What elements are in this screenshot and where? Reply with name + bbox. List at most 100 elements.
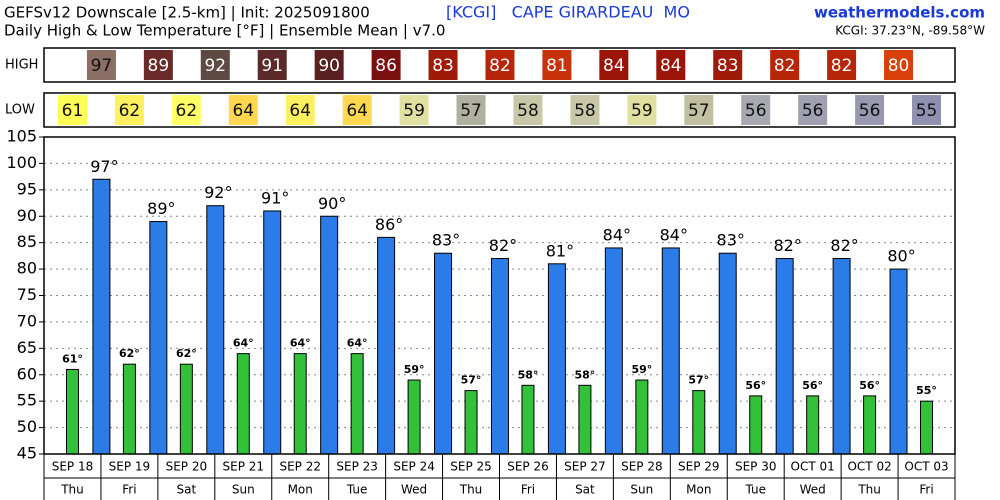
bar: [320, 215, 339, 455]
box-label: 82: [831, 56, 853, 76]
bar-label: 64°: [290, 337, 311, 350]
x-tick-label: SEP 22: [279, 460, 321, 474]
row-label: LOW: [5, 103, 35, 118]
x-tick-label: SEP 24: [393, 460, 435, 474]
day-label: Thu: [459, 483, 483, 497]
bar-label: 59°: [631, 363, 652, 376]
bar: [635, 379, 649, 455]
x-tick-label: SEP 19: [109, 460, 151, 474]
bar: [832, 258, 851, 455]
bar-label: 62°: [119, 347, 140, 360]
bar-label: 55°: [916, 384, 937, 397]
y-tick-label: 80: [17, 259, 37, 278]
bar: [604, 247, 623, 455]
value-box: [912, 95, 942, 125]
value-box: [599, 50, 629, 80]
value-box: [456, 95, 486, 125]
bar-label: 83°: [717, 231, 745, 250]
box-label: 58: [574, 101, 596, 121]
day-label: Sat: [575, 483, 595, 497]
bar: [293, 353, 307, 455]
box-label: 83: [432, 56, 454, 76]
y-tick-label: 105: [6, 127, 37, 146]
bar: [547, 263, 566, 455]
bar: [521, 384, 535, 455]
y-tick-label: 60: [17, 364, 37, 383]
box-label: 62: [176, 101, 198, 121]
value-box: [200, 50, 230, 80]
box-label: 56: [859, 101, 881, 121]
box-label: 64: [346, 101, 368, 121]
bar-label: 82°: [773, 236, 801, 255]
value-box: [798, 95, 828, 125]
value-box: [627, 95, 657, 125]
bar-label: 82°: [489, 236, 517, 255]
y-tick-label: 45: [17, 444, 37, 463]
day-label: Thu: [60, 483, 84, 497]
value-box: [86, 50, 116, 80]
y-tick-label: 85: [17, 232, 37, 251]
value-box: [314, 50, 344, 80]
box-label: 97: [91, 56, 113, 76]
bar: [889, 268, 908, 455]
value-box: [228, 95, 258, 125]
bar-label: 83°: [432, 231, 460, 250]
x-tick-label: SEP 23: [336, 460, 378, 474]
value-box: [827, 50, 857, 80]
bar-label: 82°: [830, 236, 858, 255]
box-label: 89: [148, 56, 170, 76]
y-tick-label: 75: [17, 285, 37, 304]
box-label: 86: [375, 56, 397, 76]
bar: [578, 384, 592, 455]
box-label: 84: [603, 56, 625, 76]
value-box: [855, 95, 885, 125]
value-box: [257, 50, 287, 80]
x-tick-label: OCT 01: [791, 460, 835, 474]
x-tick-label: OCT 02: [847, 460, 891, 474]
y-tick-label: 100: [6, 153, 37, 172]
x-tick-label: SEP 21: [223, 460, 265, 474]
x-tick-label: SEP 28: [621, 460, 663, 474]
bar: [464, 390, 478, 455]
day-label: Fri: [919, 483, 933, 497]
box-label: 57: [688, 101, 710, 121]
bar: [377, 236, 396, 455]
value-box: [285, 95, 315, 125]
bar: [407, 379, 421, 455]
value-box: [542, 50, 572, 80]
bar-label: 89°: [147, 199, 175, 218]
bar-label: 97°: [90, 157, 118, 176]
bar: [236, 353, 250, 455]
bar-label: 56°: [859, 379, 880, 392]
row-frame: [43, 92, 956, 128]
box-label: 59: [403, 101, 425, 121]
box-label: 83: [717, 56, 739, 76]
bar: [775, 258, 794, 455]
x-tick-label: SEP 29: [678, 460, 720, 474]
bar: [863, 395, 877, 455]
box-label: 84: [660, 56, 682, 76]
bar-label: 56°: [802, 379, 823, 392]
bar-label: 84°: [660, 225, 688, 244]
bar: [149, 221, 168, 455]
y-tick-label: 70: [17, 311, 37, 330]
bar-label: 58°: [575, 368, 596, 381]
value-box: [57, 95, 87, 125]
bar: [92, 178, 111, 455]
value-box: [342, 95, 372, 125]
value-box: [171, 95, 201, 125]
day-label: Tue: [346, 483, 368, 497]
value-box: [399, 95, 429, 125]
bar: [806, 395, 820, 455]
y-tick-label: 55: [17, 391, 37, 410]
chart-title: GEFSv12 Downscale [2.5-km] | Init: 20250…: [4, 4, 370, 22]
box-label: 61: [62, 101, 84, 121]
y-tick-label: 65: [17, 338, 37, 357]
bar-label: 61°: [62, 352, 83, 365]
box-label: 91: [261, 56, 283, 76]
value-box: [741, 95, 771, 125]
row-label: HIGH: [5, 58, 38, 73]
value-box: [884, 50, 914, 80]
bar: [920, 400, 934, 455]
